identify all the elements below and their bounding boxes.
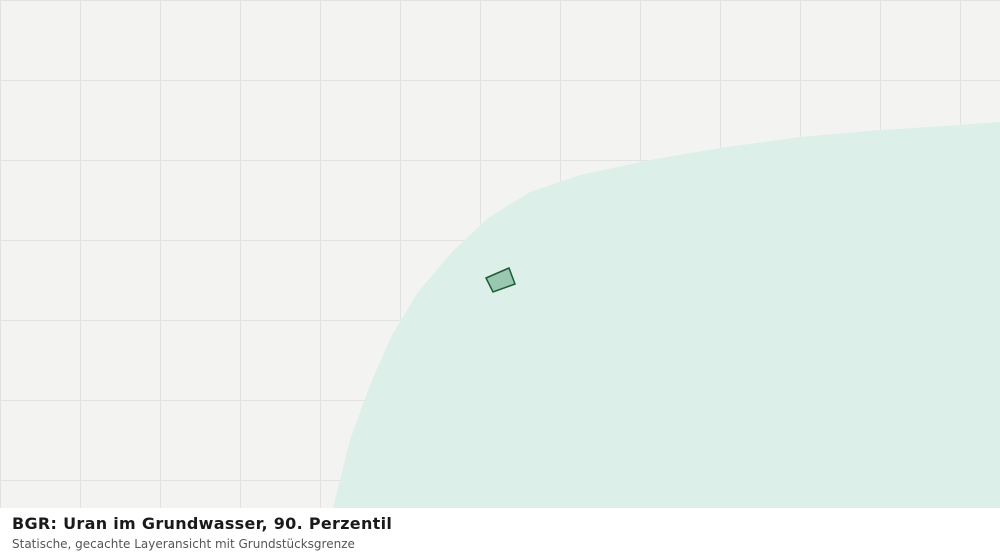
map <box>0 0 1000 508</box>
subtitle: Statische, gecachte Layeransicht mit Gru… <box>12 537 355 551</box>
parcel-boundary <box>484 266 516 293</box>
footer: BGR: Uran im Grundwasser, 90. Perzentil … <box>0 508 1000 560</box>
title: BGR: Uran im Grundwasser, 90. Perzentil <box>12 514 393 533</box>
uranium-zone <box>333 122 1000 508</box>
